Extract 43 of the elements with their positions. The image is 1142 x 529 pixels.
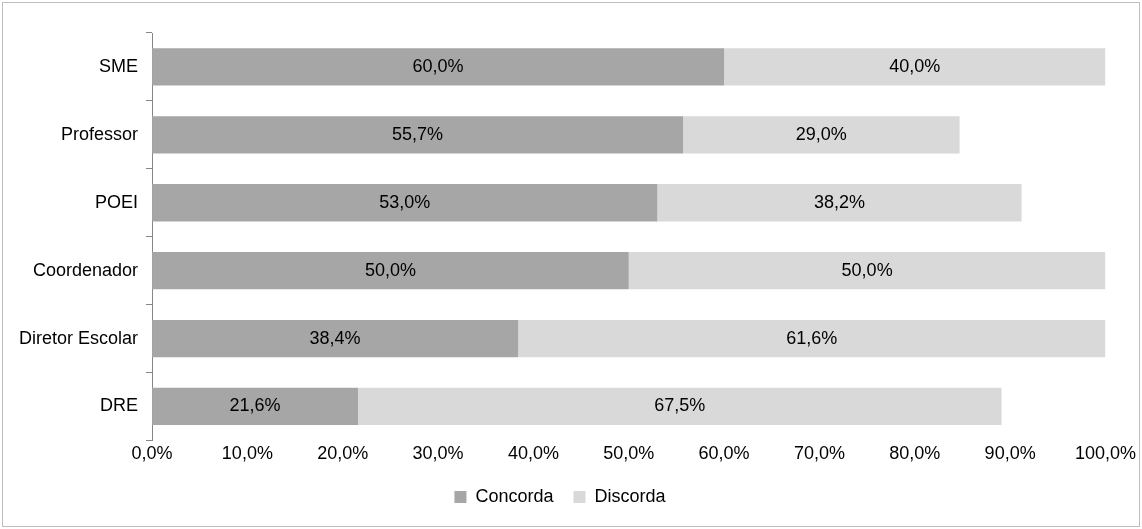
legend-label: Concorda: [475, 485, 555, 506]
bar: [152, 251, 629, 290]
bar: [628, 251, 1106, 290]
legend-label: Discorda: [594, 485, 667, 506]
bar: [152, 184, 658, 222]
y-tick-label: SME: [99, 55, 139, 76]
data-label: 60,0%: [412, 55, 464, 76]
x-tick-label: 100,0%: [1074, 443, 1137, 464]
x-tick-label: 80,0%: [889, 443, 941, 464]
bar: [724, 48, 1106, 86]
data-label: 53,0%: [379, 191, 431, 212]
y-tick-label: DRE: [100, 395, 139, 416]
data-label: 38,2%: [813, 191, 865, 212]
x-tick-label: 20,0%: [317, 443, 369, 464]
x-tick-label: 90,0%: [984, 443, 1036, 464]
data-label: 50,0%: [841, 259, 893, 280]
data-label: 40,0%: [889, 55, 941, 76]
x-tick-label: 70,0%: [793, 443, 845, 464]
y-tick-label: Coordenador: [32, 259, 139, 280]
data-label: 38,4%: [309, 327, 361, 348]
bar: [152, 116, 684, 154]
bar: [518, 319, 1106, 358]
x-tick-label: 30,0%: [412, 443, 464, 464]
data-label: 50,0%: [364, 259, 416, 280]
data-label: 21,6%: [229, 395, 281, 416]
bar: [683, 116, 960, 154]
data-label: 67,5%: [654, 395, 706, 416]
bar: [152, 387, 358, 426]
bar: [657, 184, 1022, 222]
bar: [357, 387, 1002, 426]
x-tick-label: 10,0%: [221, 443, 273, 464]
data-label: 61,6%: [786, 327, 838, 348]
x-tick-label: 60,0%: [698, 443, 750, 464]
x-tick-label: 40,0%: [507, 443, 559, 464]
x-tick-label: 0,0%: [131, 443, 173, 464]
data-label: 55,7%: [392, 123, 444, 144]
x-tick-label: 50,0%: [603, 443, 655, 464]
y-tick-label: Professor: [61, 123, 139, 144]
data-label: 29,0%: [795, 123, 847, 144]
bar: [152, 319, 519, 358]
y-tick-label: Diretor Escolar: [19, 327, 139, 348]
y-tick-label: POEI: [95, 191, 139, 212]
bar: [152, 48, 725, 86]
